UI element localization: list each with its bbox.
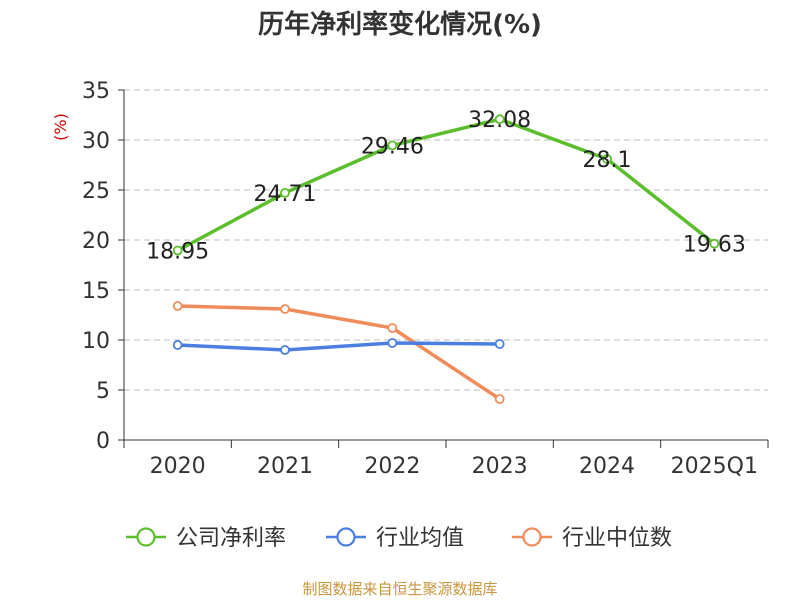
x-tick-label: 2020 [150,454,206,479]
data-point [172,301,183,311]
data-point [280,304,290,314]
series-layer [172,114,720,404]
data-point [387,338,398,348]
x-tick-label: 2024 [579,454,635,479]
source-note: 制图数据来自恒生聚源数据库 [302,580,497,598]
axes: 0 5 10 15 20 25 30 35 2020 2021 2022 2023 2024 2025Q1 [82,79,769,479]
y-tick-label: 30 [82,129,110,154]
series-line-1 [177,341,500,352]
data-point [387,323,398,333]
data-point [172,340,183,350]
series-1 [172,338,505,355]
series-0 [172,114,720,256]
x-tick-label: 2021 [257,454,313,479]
data-point [494,339,505,349]
y-tick-label: 35 [82,79,110,104]
x-tick-label: 2025Q1 [671,454,758,479]
y-tick-label: 25 [82,179,110,204]
data-label: 28.1 [583,148,632,173]
legend-label-0: 公司净利率 [176,526,286,551]
data-point [172,245,183,256]
gridlines [124,89,768,391]
legend-marker-2 [522,527,542,547]
legend-marker-1 [336,527,356,547]
data-point [709,238,720,249]
data-point [494,394,505,404]
data-label: 18.95 [146,240,209,265]
series-line-2 [177,304,501,401]
series-2 [172,301,505,404]
data-label: 29.46 [361,134,424,159]
series-line-0 [176,117,716,253]
y-tick-label: 10 [82,329,110,354]
data-labels: 18.95 24.71 29.46 32.08 28.1 19.63 [146,108,746,264]
legend-marker-0 [136,527,156,547]
data-point [602,154,612,164]
legend-label-2: 行业中位数 [562,526,672,551]
chart-title: 历年净利率变化情况(%) [258,9,542,40]
legend: 公司净利率 行业均值 行业中位数 [126,526,672,551]
y-axis-unit-label: (%) [51,113,70,141]
x-tick-label: 2023 [472,454,528,479]
data-point [280,187,290,198]
data-label: 32.08 [468,108,531,133]
data-point [387,140,398,151]
y-tick-label: 5 [96,379,110,404]
data-point [280,345,290,355]
data-point [494,114,505,125]
x-tick-label: 2022 [364,454,420,479]
y-tick-label: 20 [82,229,110,254]
legend-label-1: 行业均值 [376,526,464,551]
y-tick-label: 0 [96,429,110,454]
data-label: 19.63 [683,233,746,258]
data-label: 24.71 [254,182,317,207]
y-tick-label: 15 [82,279,110,304]
